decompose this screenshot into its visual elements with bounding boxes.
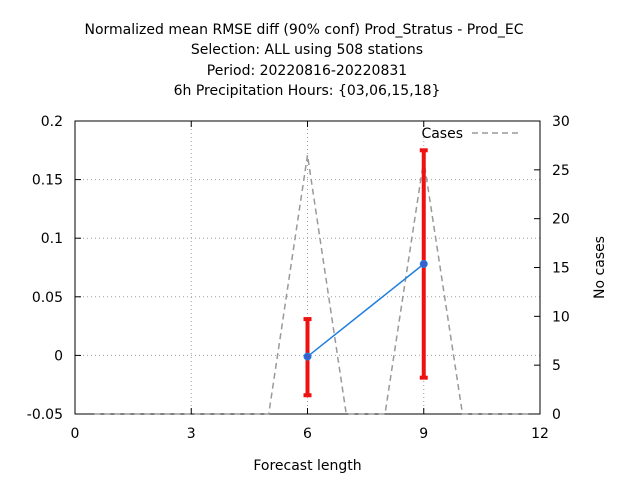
x-tick-label: 0 — [71, 426, 80, 442]
y2-axis-label: No cases — [592, 236, 608, 299]
y2-tick-label: 5 — [552, 358, 561, 374]
title-line-1: Normalized mean RMSE diff (90% conf) Pro… — [85, 22, 524, 38]
cases-line — [94, 155, 533, 415]
y2-tick-label: 10 — [552, 309, 570, 325]
x-tick-label: 12 — [531, 426, 549, 442]
y-tick-label: 0.1 — [41, 231, 63, 247]
y-tick-label: 0.2 — [41, 114, 63, 130]
y2-tick-label: 20 — [552, 212, 570, 228]
title-line-2: Selection: ALL using 508 stations — [191, 42, 423, 58]
x-tick-label: 6 — [303, 426, 312, 442]
y-tick-label: -0.05 — [27, 407, 63, 423]
chart-title: Normalized mean RMSE diff (90% conf) Pro… — [85, 22, 524, 99]
title-line-3: Period: 20220816-20220831 — [207, 63, 407, 79]
axis-ticks: 0 3 6 9 12 -0.05 0 0.05 0.1 0.15 0.2 0 5 10 15 20 25 30 — [27, 114, 570, 442]
data-point — [303, 352, 312, 361]
rmse-diff-series — [303, 148, 428, 398]
x-tick-label: 9 — [419, 426, 428, 442]
legend-label-cases: Cases — [421, 126, 463, 142]
x-tick-label: 3 — [187, 426, 196, 442]
y-tick-label: 0.15 — [32, 173, 63, 189]
y2-tick-label: 0 — [552, 407, 561, 423]
y2-tick-label: 15 — [552, 261, 570, 277]
rmse-diff-line — [307, 263, 425, 358]
y-tick-label: 0 — [54, 348, 63, 364]
x-axis-label: Forecast length — [253, 458, 361, 474]
legend: Cases — [421, 126, 518, 142]
data-point — [419, 259, 428, 268]
title-line-4: 6h Precipitation Hours: {03,06,15,18} — [174, 83, 441, 99]
cases-series — [94, 155, 533, 415]
y2-tick-label: 30 — [552, 114, 570, 130]
y2-tick-label: 25 — [552, 163, 570, 179]
y-tick-label: 0.05 — [32, 290, 63, 306]
